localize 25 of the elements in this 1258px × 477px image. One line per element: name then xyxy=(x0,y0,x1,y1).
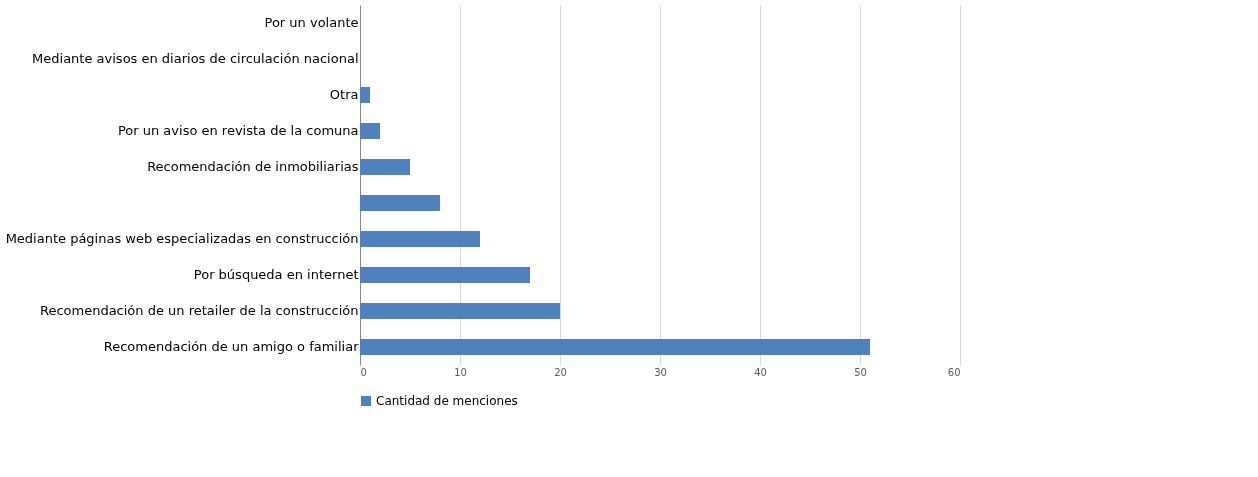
bar xyxy=(360,195,440,211)
y-tick-label: Recomendación de un retailer de la construcción xyxy=(39,303,359,318)
y-tick-label: Por búsqueda en internet xyxy=(193,267,359,282)
bar xyxy=(360,231,480,247)
x-tick-label: 50 xyxy=(854,366,867,378)
y-tick-label: Mediante páginas web especializadas en construcción xyxy=(5,231,359,246)
y-tick-label: Por un volante xyxy=(264,15,359,30)
y-tick-label: Recomendación de un amigo o familiar xyxy=(103,339,360,354)
y-tick-label: Otra xyxy=(329,87,359,102)
x-tick-label: 30 xyxy=(654,366,667,378)
x-tick-label: 60 xyxy=(947,366,961,378)
x-tick-label: 0 xyxy=(360,366,367,378)
y-tick-label: Recomendación de inmobiliarias xyxy=(147,159,359,174)
bar xyxy=(360,159,410,175)
legend-label: Cantidad de menciones xyxy=(376,394,518,408)
bar xyxy=(360,267,530,283)
bar xyxy=(360,339,870,355)
y-tick-label: Mediante avisos en diarios de circulación nacional xyxy=(32,51,359,66)
bar xyxy=(360,87,370,103)
bar xyxy=(360,123,380,139)
x-tick-label: 10 xyxy=(454,366,467,378)
x-tick-label: 40 xyxy=(754,366,767,378)
x-tick-label: 20 xyxy=(554,366,567,378)
y-tick-label: Por un aviso en revista de la comuna xyxy=(117,123,359,138)
bar xyxy=(360,303,560,319)
